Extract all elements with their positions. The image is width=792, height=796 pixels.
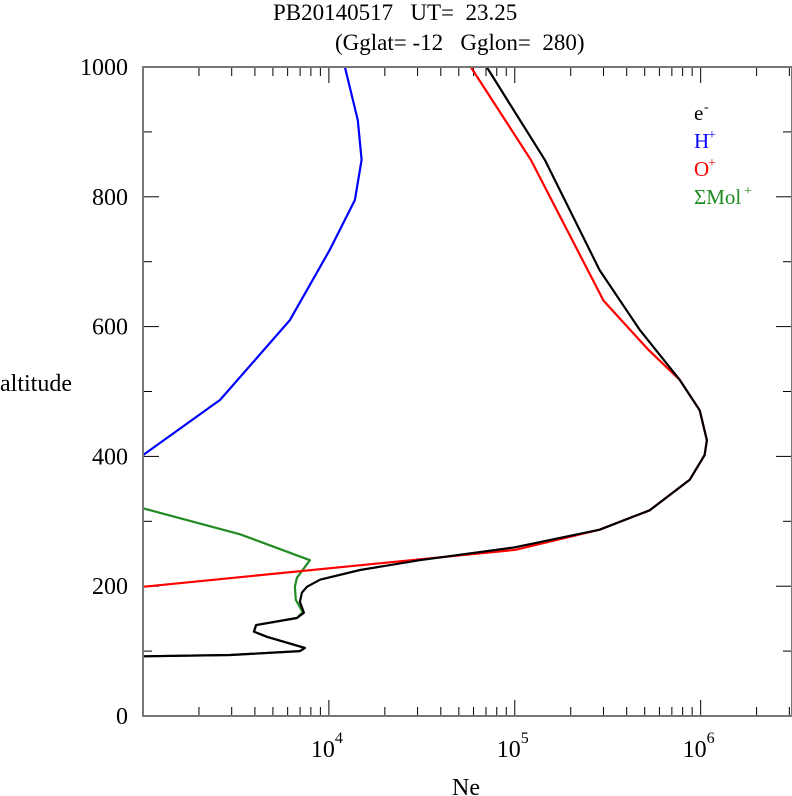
y-tick-label: 1000 (80, 55, 128, 81)
series-line-h (142, 66, 363, 456)
series-line-e (142, 66, 709, 658)
legend-label-sup: - (704, 100, 709, 115)
y-tick-label: 600 (92, 315, 128, 341)
x-tick-label: 10 (683, 737, 707, 763)
legend-label: ΣMol (694, 185, 741, 209)
y-tick-label: 0 (116, 704, 128, 730)
plot-frame (142, 66, 792, 717)
legend-label-sup: + (708, 128, 716, 143)
chart-title: PB20140517 UT= 23.25 (273, 0, 518, 25)
series-line-mol (142, 507, 311, 658)
x-tick-label-exponent: 4 (335, 730, 343, 747)
y-tick-label: 200 (92, 574, 128, 600)
y-axis-label: altitude (0, 371, 72, 397)
y-tick-label: 400 (92, 444, 128, 470)
legend-label-sup: + (708, 156, 716, 171)
x-tick-label-exponent: 6 (707, 730, 715, 747)
x-axis-label: Ne (452, 775, 480, 796)
legend-label: e (694, 101, 703, 125)
legend-label: O (694, 157, 709, 181)
x-tick-label: 10 (311, 737, 335, 763)
legend-label: H (694, 129, 709, 153)
series-line-o (142, 66, 709, 588)
legend-label-sup: + (744, 184, 752, 199)
chart-subtitle: (Gglat= -12 Gglon= 280) (335, 30, 585, 55)
y-tick-label: 800 (92, 185, 128, 211)
x-tick-label-exponent: 5 (521, 730, 529, 747)
x-tick-label: 10 (497, 737, 521, 763)
